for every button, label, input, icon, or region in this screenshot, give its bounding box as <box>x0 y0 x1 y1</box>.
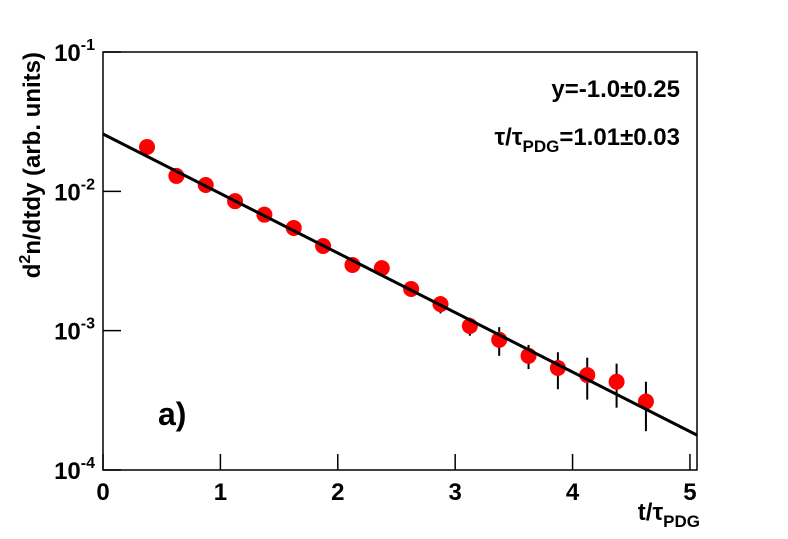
annotation: τ/τPDG=1.01±0.03 <box>494 124 680 156</box>
y-tick-exponent: -2 <box>81 176 95 193</box>
annotation: y=-1.0±0.25 <box>551 76 680 103</box>
y-tick-base: 10 <box>54 179 81 206</box>
fit-line <box>102 132 698 437</box>
y-tick-label: 10-4 <box>54 455 95 485</box>
x-tick-label: 1 <box>214 479 227 506</box>
y-tick-base: 10 <box>54 40 81 67</box>
y-tick-base: 10 <box>54 458 81 485</box>
data-point <box>608 373 625 390</box>
y-tick-label: 10-2 <box>54 176 95 206</box>
x-axis-label: t/τPDG <box>638 499 700 531</box>
plot-frame <box>102 51 698 471</box>
y-tick-label: 10-1 <box>54 37 95 67</box>
y-tick-exponent: -3 <box>81 316 95 333</box>
x-tick-label: 4 <box>566 479 580 506</box>
panel-label: a) <box>158 396 186 432</box>
y-label-sup: 2 <box>17 255 34 264</box>
x-tick-label: 3 <box>448 479 461 506</box>
x-tick-label: 2 <box>331 479 344 506</box>
y-axis-label: d2n/dtdy (arb. units) <box>17 52 46 278</box>
x-tick-label: 0 <box>96 479 109 506</box>
y-label-main: d <box>19 264 46 279</box>
y-tick-base: 10 <box>54 319 81 346</box>
x-label-main: t/τ <box>638 499 664 526</box>
x-label-sub: PDG <box>663 512 700 531</box>
annotation-rest: =1.01±0.03 <box>559 124 680 151</box>
data-point <box>139 139 156 156</box>
y-tick-exponent: -4 <box>81 455 95 472</box>
x-tick-label: 5 <box>683 479 696 506</box>
y-label-rest: n/dtdy (arb. units) <box>19 52 46 255</box>
annotation-sub: PDG <box>523 137 560 156</box>
annotation-main: τ/τ <box>494 124 522 151</box>
y-tick-exponent: -1 <box>81 37 95 54</box>
y-tick-label: 10-3 <box>54 316 95 346</box>
